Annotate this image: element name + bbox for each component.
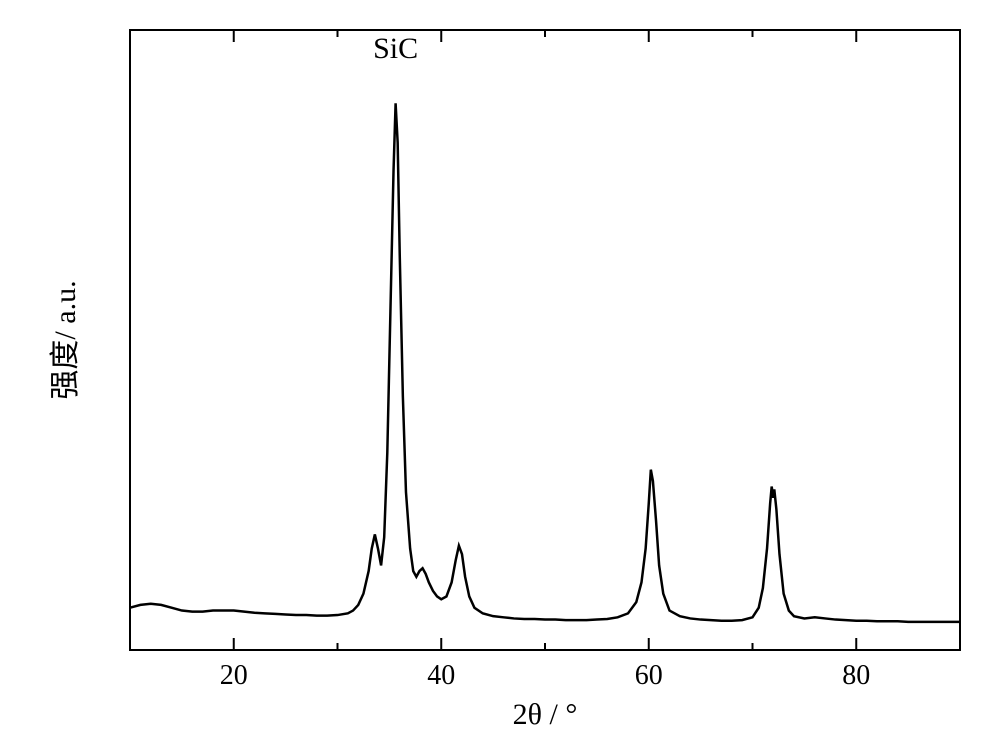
xrd-pattern-line (130, 103, 960, 622)
y-axis-label: 强度/ a.u. (49, 280, 82, 399)
xtick-label: 80 (842, 660, 870, 691)
xtick-label: 60 (635, 660, 663, 691)
xtick-label: 40 (427, 660, 455, 691)
xrd-chart: 20 40 60 80 2θ / ° 强度/ a.u. SiC (0, 0, 1000, 744)
chart-svg: 20 40 60 80 2θ / ° 强度/ a.u. SiC (0, 0, 1000, 744)
peak-label: SiC (373, 32, 418, 65)
xtick-label: 20 (220, 660, 248, 691)
x-axis-label: 2θ / ° (513, 698, 578, 731)
plot-frame (130, 30, 960, 650)
